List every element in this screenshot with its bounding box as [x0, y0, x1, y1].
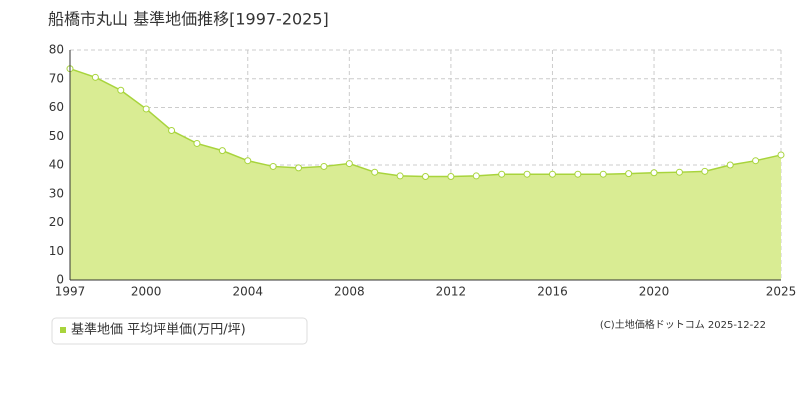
- point: [777, 151, 785, 159]
- point: [599, 170, 607, 178]
- point: [320, 162, 328, 170]
- y-tick-label: 20: [49, 215, 64, 229]
- y-tick-label: 80: [49, 43, 64, 57]
- point: [371, 168, 379, 176]
- point: [218, 147, 226, 155]
- y-tick-label: 40: [49, 158, 64, 172]
- point: [498, 170, 506, 178]
- y-tick-label: 50: [49, 129, 64, 143]
- y-tick-label: 70: [49, 71, 64, 85]
- point: [523, 170, 531, 178]
- x-tick-label: 2020: [639, 285, 670, 299]
- legend-label: 基準地価 平均坪単価(万円/坪): [71, 322, 246, 338]
- point: [295, 164, 303, 172]
- copyright: (C)土地価格ドットコム 2025-12-22: [600, 318, 766, 331]
- point: [142, 105, 150, 113]
- point: [91, 73, 99, 81]
- area: [70, 68, 781, 280]
- point: [244, 157, 252, 165]
- point: [675, 168, 683, 176]
- point: [548, 170, 556, 178]
- point: [650, 169, 658, 177]
- point: [117, 86, 125, 94]
- point: [422, 173, 429, 180]
- point: [752, 157, 760, 165]
- point: [396, 172, 404, 180]
- point: [472, 172, 480, 180]
- point: [447, 173, 455, 180]
- x-tick-label: 2012: [436, 285, 467, 299]
- point: [168, 127, 176, 134]
- point: [701, 167, 709, 175]
- x-tick-label: 2016: [537, 285, 568, 299]
- point: [193, 139, 201, 147]
- point: [345, 160, 353, 168]
- x-tick-label: 2008: [334, 285, 365, 299]
- y-tick-label: 30: [49, 186, 64, 200]
- chart-title: 船橋市丸山 基準地価推移[1997-2025]: [48, 10, 329, 29]
- y-tick-label: 10: [49, 244, 64, 258]
- y-tick-label: 0: [56, 273, 64, 287]
- x-tick-label: 2025: [766, 285, 797, 299]
- legend-swatch: [60, 327, 66, 333]
- y-tick-label: 60: [49, 100, 64, 114]
- x-tick-label: 1997: [55, 285, 86, 299]
- point: [625, 170, 633, 178]
- legend-box: [51, 317, 308, 345]
- point: [269, 162, 277, 170]
- x-tick-label: 2004: [232, 285, 263, 299]
- point: [574, 170, 582, 178]
- point: [726, 161, 734, 169]
- x-tick-label: 2000: [131, 285, 162, 299]
